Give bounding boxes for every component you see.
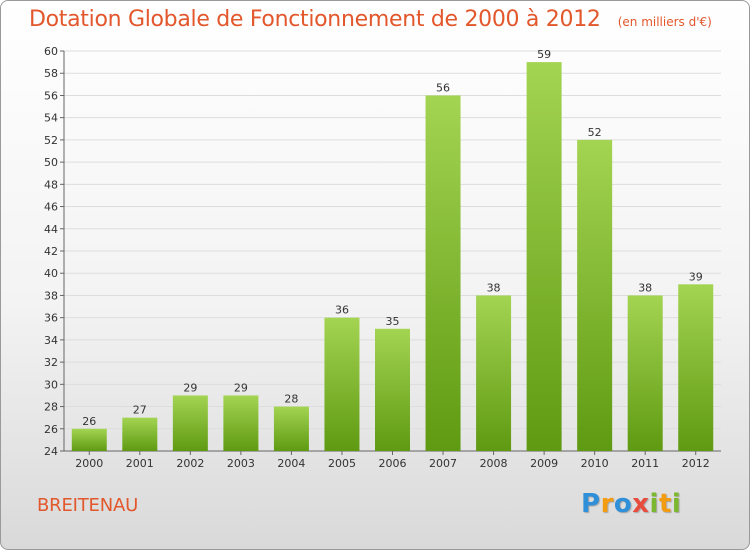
y-tick-label: 30 [44,378,58,391]
y-tick-label: 24 [44,445,58,458]
y-tick-label: 34 [44,334,58,347]
bar-2006 [375,328,410,451]
y-tick-label: 42 [44,245,58,258]
bar-2003 [223,395,259,451]
y-tick-label: 46 [44,201,58,214]
bar-value-label: 26 [82,415,96,428]
bar-value-label: 39 [689,270,703,283]
bar-2007 [425,95,461,451]
chart-title: Dotation Globale de Fonctionnement de 20… [29,7,601,32]
logo-letter: r [600,489,614,519]
bar-value-label: 28 [284,393,298,406]
bar-value-label: 56 [436,81,450,94]
y-tick-label: 60 [44,45,58,58]
y-tick-label: 40 [44,267,58,280]
bar-value-label: 29 [234,381,248,394]
x-tick-label: 2011 [631,457,659,470]
logo-letter: t [658,489,672,519]
x-tick-label: 2007 [429,457,457,470]
bar-value-label: 27 [133,404,147,417]
x-tick-label: 2009 [530,457,558,470]
bar-2008 [476,295,512,451]
proxiti-logo: Proxiti [581,489,681,519]
bar-value-label: 52 [588,126,602,139]
y-tick-label: 36 [44,312,58,325]
bar-value-label: 35 [386,315,400,328]
bar-2012 [678,284,714,451]
x-tick-label: 2005 [328,457,356,470]
y-tick-label: 50 [44,156,58,169]
bar-value-label: 59 [537,48,551,61]
logo-letter: i [649,489,659,519]
y-tick-label: 56 [44,89,58,102]
x-tick-label: 2004 [277,457,305,470]
bar-2002 [172,395,208,451]
x-tick-label: 2001 [126,457,154,470]
bar-2001 [122,417,158,451]
logo-letter: P [581,489,601,519]
x-tick-label: 2006 [379,457,407,470]
bar-2010 [577,139,613,451]
logo-letter: i [671,489,682,519]
x-tick-label: 2000 [75,457,103,470]
bar-value-label: 36 [335,304,349,317]
bar-2011 [627,295,663,451]
bar-value-label: 29 [183,381,197,394]
place-name: BREITENAU [37,495,139,516]
chart-subtitle: (en milliers d'€) [617,15,712,29]
y-tick-label: 54 [44,112,58,125]
chart-title-block: Dotation Globale de Fonctionnement de 20… [29,7,712,32]
bar-2004 [273,406,309,451]
y-tick-label: 58 [44,67,58,80]
y-tick-label: 28 [44,401,58,414]
bar-2000 [71,428,107,451]
logo-letter: o [613,489,633,519]
y-tick-label: 32 [44,356,58,369]
logo-letter: x [632,489,650,519]
y-tick-label: 52 [44,134,58,147]
y-tick-label: 48 [44,178,58,191]
x-tick-label: 2002 [176,457,204,470]
y-tick-label: 44 [44,223,58,236]
bar-2005 [324,317,360,451]
x-tick-label: 2003 [227,457,255,470]
bar-2009 [526,62,562,451]
bar-value-label: 38 [487,281,501,294]
y-tick-label: 26 [44,423,58,436]
x-tick-label: 2010 [581,457,609,470]
x-tick-label: 2012 [682,457,710,470]
x-tick-label: 2008 [480,457,508,470]
bar-value-label: 38 [638,281,652,294]
y-tick-label: 38 [44,289,58,302]
